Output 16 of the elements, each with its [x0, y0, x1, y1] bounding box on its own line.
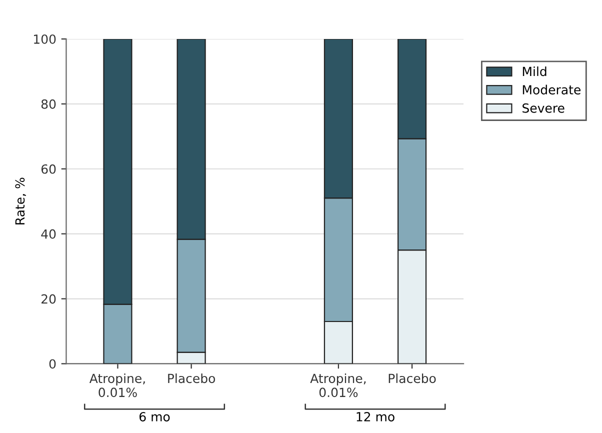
text: 6 mo	[140, 412, 170, 422]
y-axis-title: Rate, %	[15, 178, 26, 224]
y-tick-label: 0	[49, 359, 56, 369]
x-tick-label: Atropine, 0.01%	[310, 373, 366, 398]
text: 12 mo	[356, 412, 394, 422]
y-tick-label: 100	[34, 34, 56, 44]
x-tick-label: Placebo	[168, 373, 216, 384]
y-tick-label: 40	[41, 229, 56, 239]
legend-label: Mild	[522, 66, 546, 76]
y-tick-label: 80	[41, 99, 56, 109]
x-tick-label: Placebo	[388, 373, 436, 384]
y-tick-label: 60	[41, 164, 56, 174]
x-tick-label: Atropine, 0.01%	[89, 373, 145, 398]
legend-label: Moderate	[522, 84, 580, 94]
legend-label: Severe	[522, 103, 564, 113]
y-tick-label: 20	[42, 294, 56, 304]
